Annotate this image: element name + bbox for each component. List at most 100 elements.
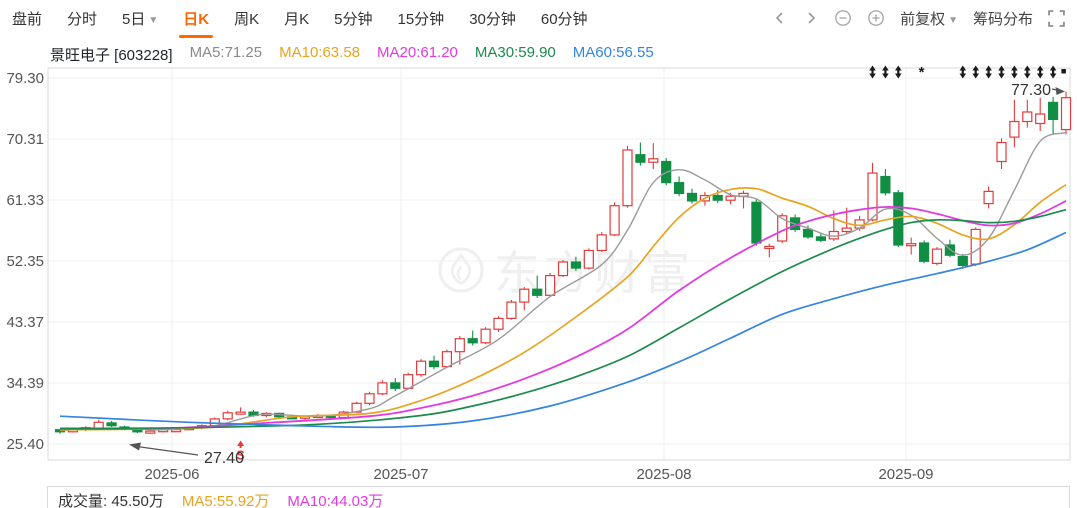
event-marker-icon bbox=[882, 65, 889, 79]
chevron-down-icon: ▼ bbox=[948, 14, 958, 26]
svg-text:S: S bbox=[236, 449, 244, 463]
candlestick bbox=[802, 228, 814, 238]
candlestick bbox=[815, 236, 827, 241]
period-high-annotation: 77.30 bbox=[1011, 82, 1051, 99]
x-axis-label: 2025-07 bbox=[373, 466, 428, 483]
event-marker-icon bbox=[972, 65, 979, 79]
candlestick bbox=[493, 317, 504, 330]
candlestick bbox=[673, 182, 685, 195]
tab-60min[interactable]: 60分钟 bbox=[540, 10, 588, 28]
candlestick bbox=[918, 242, 930, 262]
candlestick bbox=[519, 288, 530, 303]
chip-distribution-button[interactable]: 筹码分布 bbox=[972, 10, 1033, 28]
candlestick bbox=[828, 230, 839, 240]
zoom-in-button[interactable] bbox=[867, 9, 885, 27]
candlestick bbox=[906, 243, 917, 247]
candlestick bbox=[931, 248, 943, 265]
chevron-left-icon bbox=[775, 12, 783, 24]
chevron-down-icon: ▼ bbox=[148, 14, 159, 26]
tab-5day-label: 5日 bbox=[122, 10, 146, 28]
candlestick bbox=[957, 256, 968, 267]
candlestick bbox=[570, 261, 582, 269]
candlestick bbox=[686, 192, 698, 202]
event-marker-icon bbox=[1036, 65, 1044, 79]
candlestick bbox=[532, 288, 543, 296]
candlestick bbox=[867, 172, 878, 221]
event-marker-icon bbox=[985, 65, 992, 79]
candlestick bbox=[983, 190, 994, 205]
candlestick bbox=[751, 201, 762, 244]
event-marker-icon bbox=[959, 65, 967, 79]
candlestick bbox=[390, 382, 401, 389]
tab-30min[interactable]: 30分钟 bbox=[469, 10, 516, 28]
tab-daily-k[interactable]: 日K bbox=[179, 8, 213, 38]
candlestick bbox=[764, 245, 775, 249]
prev-button[interactable] bbox=[772, 10, 788, 26]
tab-pre-market[interactable]: 盘前 bbox=[12, 10, 43, 28]
next-button[interactable] bbox=[803, 10, 819, 26]
ma-line-MA10 bbox=[59, 183, 1067, 431]
tab-5day[interactable]: 5日 ▼ bbox=[122, 8, 158, 29]
volume-pane[interactable]: 成交量: 45.50万 MA5:55.92万 MA10:44.03万 bbox=[47, 486, 1070, 508]
candlestick bbox=[622, 149, 633, 207]
stock-title: 景旺电子 [603228] bbox=[50, 47, 173, 64]
candlestick bbox=[841, 227, 852, 233]
circle-minus-icon bbox=[835, 10, 851, 26]
tab-15min[interactable]: 15分钟 bbox=[397, 10, 445, 28]
ma60-value: MA60:56.55 bbox=[572, 44, 654, 61]
ma20-value: MA20:61.20 bbox=[377, 44, 458, 61]
candlestick bbox=[609, 205, 620, 236]
candlestick bbox=[1060, 97, 1072, 131]
toolbar-controls: 前复权 ▼ 筹码分布 bbox=[772, 8, 1065, 29]
y-axis-label: 52.35 bbox=[6, 253, 44, 270]
candlestick bbox=[583, 249, 594, 269]
event-marker-icon bbox=[1011, 65, 1018, 79]
adjust-mode-dropdown[interactable]: 前复权 ▼ bbox=[900, 8, 958, 29]
candlestick bbox=[364, 393, 375, 404]
ma10-value: MA10:63.58 bbox=[279, 44, 360, 61]
annotation-arrow bbox=[129, 442, 141, 451]
candlestick bbox=[725, 195, 736, 201]
candlestick bbox=[648, 158, 659, 163]
candlestick bbox=[893, 192, 904, 246]
candlestick bbox=[106, 422, 117, 427]
event-marker-icon bbox=[998, 65, 1005, 79]
y-axis-label: 34.39 bbox=[6, 375, 44, 392]
ma-line-MA5 bbox=[59, 132, 1067, 432]
candlestick bbox=[222, 412, 233, 420]
toolbar: 盘前 分时 5日 ▼ 日K 周K 月K 5分钟 15分钟 30分钟 60分钟 bbox=[0, 0, 1077, 38]
candlestick bbox=[235, 411, 246, 415]
sell-event-marker: S bbox=[236, 440, 245, 463]
candlestick bbox=[428, 360, 440, 368]
candlestick bbox=[145, 430, 156, 434]
event-marker-icon bbox=[895, 65, 902, 79]
dot-marker-icon bbox=[1061, 69, 1066, 74]
candlestick bbox=[970, 228, 981, 265]
tab-timeline[interactable]: 分时 bbox=[67, 10, 98, 28]
candlestick bbox=[454, 338, 465, 353]
candlestick bbox=[880, 175, 891, 194]
volume-ma5-value: MA5:55.92万 bbox=[181, 493, 270, 508]
tab-weekly-k[interactable]: 周K bbox=[234, 10, 260, 28]
y-axis-label: 43.37 bbox=[6, 314, 44, 331]
y-axis-label: 25.40 bbox=[6, 436, 44, 453]
ma5-value: MA5:71.25 bbox=[189, 44, 263, 61]
chevron-right-icon bbox=[808, 12, 816, 24]
tab-5min[interactable]: 5分钟 bbox=[334, 10, 373, 28]
volume-label: 成交量: 45.50万 bbox=[58, 493, 164, 508]
fullscreen-button[interactable] bbox=[1048, 9, 1065, 27]
x-axis-label: 2025-08 bbox=[636, 466, 691, 483]
ma30-value: MA30:59.90 bbox=[474, 44, 556, 61]
event-marker-icon bbox=[1049, 65, 1057, 79]
candlestick bbox=[506, 301, 517, 320]
zoom-out-button[interactable] bbox=[834, 9, 852, 27]
candlestick bbox=[1022, 111, 1033, 123]
candlestick bbox=[635, 154, 646, 163]
candlestick bbox=[377, 382, 388, 395]
candlestick bbox=[416, 360, 427, 376]
event-marker-icon bbox=[869, 65, 876, 79]
chart-header: 景旺电子 [603228] MA5:71.25 MA10:63.58 MA20:… bbox=[50, 44, 654, 65]
tab-monthly-k[interactable]: 月K bbox=[284, 10, 310, 28]
candlestick bbox=[996, 141, 1007, 163]
